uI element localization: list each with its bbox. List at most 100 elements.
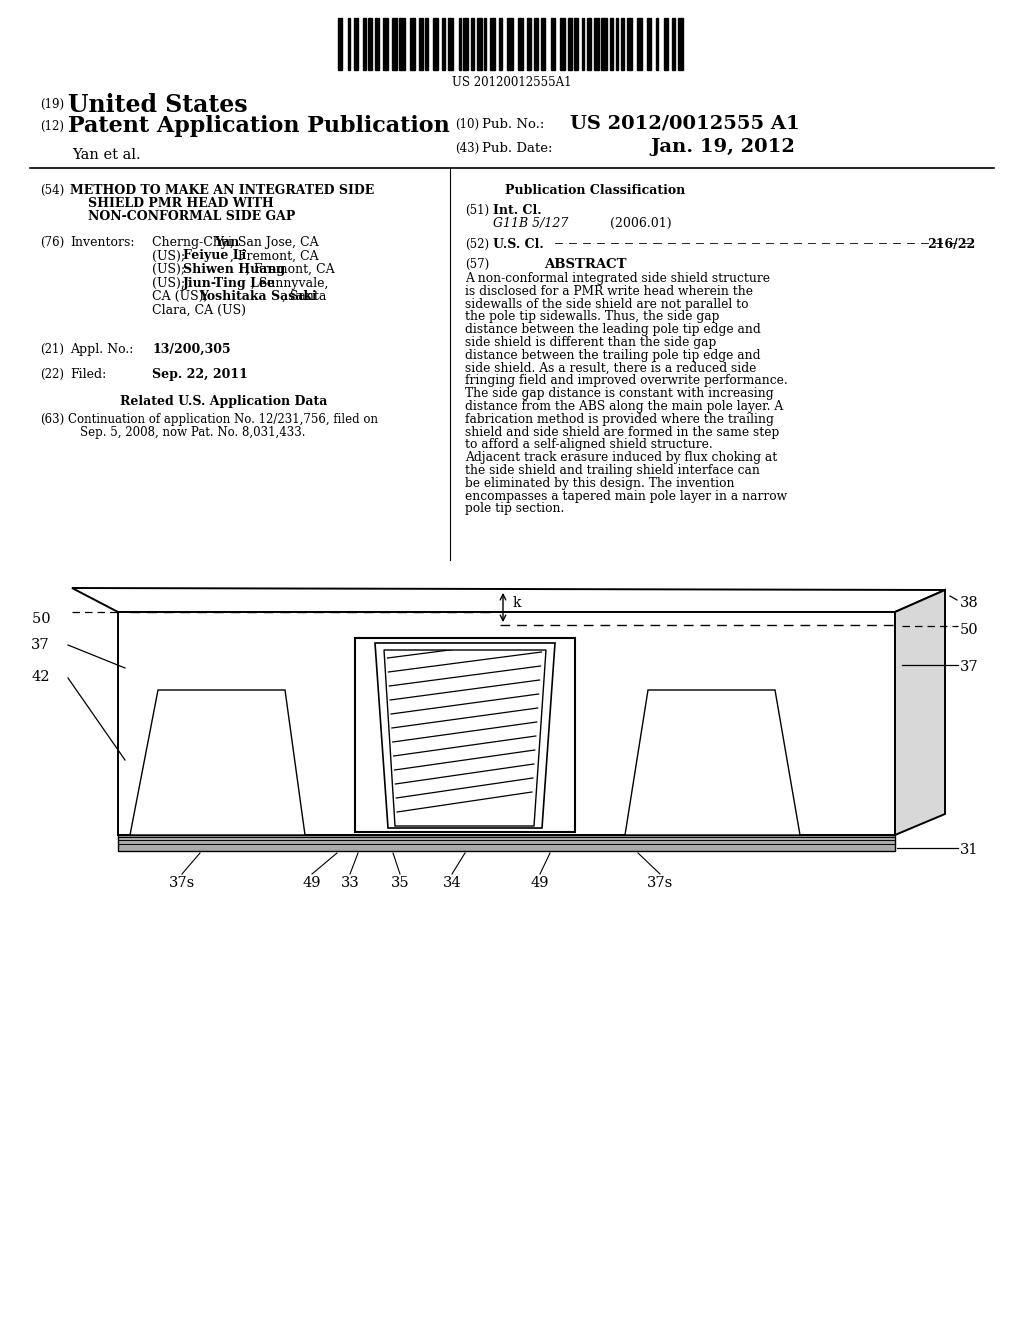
Bar (664, 18, 668, 70)
Text: CA (US);: CA (US); (152, 290, 212, 304)
Bar (587, 18, 591, 70)
Text: (12): (12) (40, 120, 63, 133)
Text: k: k (513, 597, 521, 610)
Text: Yoshitaka Sasaki: Yoshitaka Sasaki (199, 290, 316, 304)
Text: 13/200,305: 13/200,305 (152, 343, 230, 356)
Bar (567, 18, 571, 70)
Text: pole tip section.: pole tip section. (465, 503, 564, 515)
Text: Publication Classification: Publication Classification (505, 183, 685, 197)
Bar (433, 18, 438, 70)
Text: 37s: 37s (647, 876, 673, 890)
Text: Jan. 19, 2012: Jan. 19, 2012 (650, 139, 795, 156)
Text: Filed:: Filed: (70, 368, 106, 381)
Bar (338, 18, 342, 70)
Text: METHOD TO MAKE AN INTEGRATED SIDE: METHOD TO MAKE AN INTEGRATED SIDE (70, 183, 374, 197)
Bar (399, 18, 404, 70)
Text: 31: 31 (961, 843, 979, 857)
Bar (601, 18, 606, 70)
Bar (375, 18, 379, 70)
Text: (52): (52) (465, 238, 489, 251)
Text: Yan et al.: Yan et al. (72, 148, 140, 162)
Bar (594, 18, 599, 70)
Bar (425, 18, 428, 70)
Text: Appl. No.:: Appl. No.: (70, 343, 133, 356)
Bar (364, 18, 366, 70)
Bar (551, 18, 555, 70)
Text: 49: 49 (530, 876, 549, 890)
Text: (63): (63) (40, 413, 65, 426)
Text: sidewalls of the side shield are not parallel to: sidewalls of the side shield are not par… (465, 297, 749, 310)
Text: 216/22: 216/22 (927, 238, 975, 251)
Polygon shape (384, 649, 546, 826)
Polygon shape (72, 587, 945, 612)
Text: (54): (54) (40, 183, 65, 197)
Bar (560, 18, 565, 70)
Text: Related U.S. Application Data: Related U.S. Application Data (120, 395, 328, 408)
Bar (354, 18, 358, 70)
Text: Adjacent track erasure induced by flux choking at: Adjacent track erasure induced by flux c… (465, 451, 777, 465)
Text: , Fremont, CA: , Fremont, CA (230, 249, 318, 263)
Bar (678, 18, 683, 70)
Text: (76): (76) (40, 236, 65, 249)
Text: the side shield and trailing shield interface can: the side shield and trailing shield inte… (465, 465, 760, 477)
Text: (57): (57) (465, 257, 489, 271)
Text: distance from the ABS along the main pole layer. A: distance from the ABS along the main pol… (465, 400, 783, 413)
Text: 33: 33 (341, 876, 359, 890)
Bar (637, 18, 642, 70)
Text: ABSTRACT: ABSTRACT (544, 257, 627, 271)
Text: (US);: (US); (152, 263, 189, 276)
Text: Shiwen Huang: Shiwen Huang (183, 263, 286, 276)
Text: Jiun-Ting Lee: Jiun-Ting Lee (183, 276, 276, 289)
Bar (656, 18, 658, 70)
Text: Pub. Date:: Pub. Date: (482, 143, 553, 154)
Text: to afford a self-aligned shield structure.: to afford a self-aligned shield structur… (465, 438, 713, 451)
Bar (490, 18, 495, 70)
Text: (US);: (US); (152, 276, 189, 289)
Bar (441, 18, 444, 70)
Polygon shape (355, 638, 575, 832)
Text: is disclosed for a PMR write head wherein the: is disclosed for a PMR write head wherei… (465, 285, 753, 298)
Polygon shape (130, 690, 305, 836)
Text: 49: 49 (303, 876, 322, 890)
Bar (622, 18, 624, 70)
Text: 42: 42 (32, 671, 50, 684)
Text: side shield. As a result, there is a reduced side: side shield. As a result, there is a red… (465, 362, 757, 375)
Text: fabrication method is provided where the trailing: fabrication method is provided where the… (465, 413, 774, 426)
Text: US 20120012555A1: US 20120012555A1 (453, 77, 571, 88)
Text: distance between the leading pole tip edge and: distance between the leading pole tip ed… (465, 323, 761, 337)
Bar (463, 18, 468, 70)
Bar (476, 18, 482, 70)
Text: 35: 35 (391, 876, 410, 890)
Polygon shape (895, 590, 945, 836)
Bar (368, 18, 372, 70)
Bar (583, 18, 585, 70)
Text: United States: United States (68, 92, 248, 117)
Text: distance between the trailing pole tip edge and: distance between the trailing pole tip e… (465, 348, 761, 362)
Text: 37: 37 (32, 638, 50, 652)
Text: Continuation of application No. 12/231,756, filed on: Continuation of application No. 12/231,7… (68, 413, 378, 426)
Text: A non-conformal integrated side shield structure: A non-conformal integrated side shield s… (465, 272, 770, 285)
Text: Yan: Yan (214, 236, 240, 249)
Text: U.S. Cl.: U.S. Cl. (493, 238, 544, 251)
Text: (51): (51) (465, 205, 489, 216)
Text: shield and side shield are formed in the same step: shield and side shield are formed in the… (465, 425, 779, 438)
Text: Patent Application Publication: Patent Application Publication (68, 115, 450, 137)
Text: (19): (19) (40, 98, 65, 111)
Polygon shape (118, 612, 895, 836)
Polygon shape (625, 690, 800, 836)
Bar (420, 18, 423, 70)
Text: , Sunnyvale,: , Sunnyvale, (251, 276, 328, 289)
Bar (383, 18, 388, 70)
Polygon shape (118, 836, 895, 851)
Text: (21): (21) (40, 343, 63, 356)
Text: the pole tip sidewalls. Thus, the side gap: the pole tip sidewalls. Thus, the side g… (465, 310, 720, 323)
Text: Inventors:: Inventors: (70, 236, 134, 249)
Text: 34: 34 (442, 876, 462, 890)
Text: The side gap distance is constant with increasing: The side gap distance is constant with i… (465, 387, 773, 400)
Text: 37s: 37s (169, 876, 196, 890)
Text: Clara, CA (US): Clara, CA (US) (152, 304, 246, 317)
Text: US 2012/0012555 A1: US 2012/0012555 A1 (570, 114, 800, 132)
Bar (459, 18, 461, 70)
Bar (392, 18, 397, 70)
Bar (672, 18, 676, 70)
